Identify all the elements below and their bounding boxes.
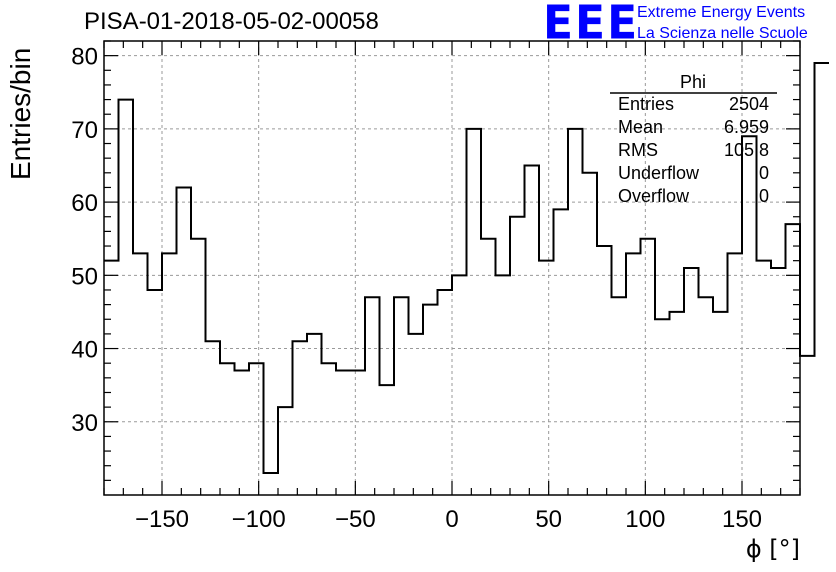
tick-marks [103, 40, 801, 495]
histogram-bin [800, 356, 815, 495]
x-tick-label: 150 [722, 506, 762, 533]
histogram-bin [293, 341, 308, 495]
y-tick-label: 40 [71, 337, 98, 364]
stats-value: 2504 [729, 94, 769, 114]
histogram-bin [452, 275, 467, 495]
histogram-bin [699, 297, 714, 495]
histogram-bin [786, 224, 801, 495]
histogram-bin [394, 297, 409, 495]
y-tick-label: 30 [71, 410, 98, 437]
histogram-bin [264, 473, 279, 495]
stats-value: 105.8 [724, 140, 769, 160]
x-tick-label: 100 [625, 506, 665, 533]
histogram-bin [380, 385, 395, 495]
histogram-bin [728, 253, 743, 495]
histogram-bin [133, 253, 148, 495]
histogram-bin [177, 187, 192, 495]
eee-logo: EEE [543, 0, 640, 51]
stats-label: Mean [618, 117, 663, 137]
histogram-bin [684, 268, 699, 495]
histogram-bin [597, 246, 612, 495]
histogram-bin [481, 239, 496, 495]
y-tick-label: 80 [71, 44, 98, 71]
stats-label: Underflow [618, 163, 700, 183]
stats-label: Overflow [618, 186, 690, 206]
histogram-bin [742, 136, 757, 495]
histogram-bin [336, 371, 351, 495]
logo-line-1: Extreme Energy Events [637, 4, 806, 21]
stats-label: RMS [618, 140, 658, 160]
histogram-bin [148, 290, 163, 495]
histogram-bin [351, 371, 366, 495]
histogram-bin [713, 312, 728, 495]
stats-value: 0 [759, 163, 769, 183]
histogram-bin [206, 341, 221, 495]
histogram-bins [104, 61, 830, 495]
x-tick-label: 50 [535, 506, 562, 533]
y-axis-label: Entries/bin [5, 48, 36, 180]
histogram-bin [670, 312, 685, 495]
histogram-bin [409, 334, 424, 495]
y-tick-label: 70 [71, 117, 98, 144]
histogram-bin [539, 261, 554, 495]
histogram-bin [104, 261, 119, 495]
x-axis-label: ϕ [°] [746, 535, 800, 563]
histogram-bin [191, 239, 206, 495]
histogram-bin [467, 129, 482, 495]
x-tick-label: −150 [135, 506, 189, 533]
histogram-bin [119, 100, 134, 495]
x-tick-label: −100 [232, 506, 286, 533]
stats-box: Phi Entries 2504 Mean 6.959 RMS 105.8 Underflo… [610, 72, 777, 206]
histogram-bin [510, 217, 525, 495]
stats-value: 0 [759, 186, 769, 206]
histogram-bin [278, 407, 293, 495]
histogram-bin [438, 290, 453, 495]
histogram-bin [612, 297, 627, 495]
x-tick-label: −50 [335, 506, 376, 533]
histogram-outline [104, 61, 829, 475]
histogram-bin [641, 239, 656, 495]
stats-label: Entries [618, 94, 674, 114]
histogram-bin [583, 173, 598, 495]
histogram-bin [365, 297, 380, 495]
histogram-bin [220, 363, 235, 495]
histogram-bin [771, 268, 786, 495]
histogram-bin [235, 371, 250, 495]
histogram-bin [626, 253, 641, 495]
histogram-bin [249, 363, 264, 495]
histogram-bin [496, 275, 511, 495]
x-tick-label: 0 [445, 506, 458, 533]
histogram-bin [757, 261, 772, 495]
histogram-bin [554, 209, 569, 495]
histogram-bin [525, 165, 540, 495]
histogram-bin [322, 363, 337, 495]
plot-title: PISA-01-2018-05-02-00058 [84, 8, 379, 35]
tick-labels: −150 −100 −50 0 50 100 150 30 40 50 60 70 80 [71, 44, 762, 533]
y-tick-label: 60 [71, 190, 98, 217]
stats-box-title: Phi [680, 72, 706, 92]
stats-value: 6.959 [724, 117, 769, 137]
histogram-bin [307, 334, 322, 495]
logo-line-2: La Scienza nelle Scuole [637, 25, 808, 42]
histogram-bin [815, 63, 830, 495]
histogram-bin [162, 253, 177, 495]
histogram-bin [423, 305, 438, 495]
histogram-bin [655, 319, 670, 495]
histogram-bin [568, 129, 583, 495]
y-tick-label: 50 [71, 263, 98, 290]
